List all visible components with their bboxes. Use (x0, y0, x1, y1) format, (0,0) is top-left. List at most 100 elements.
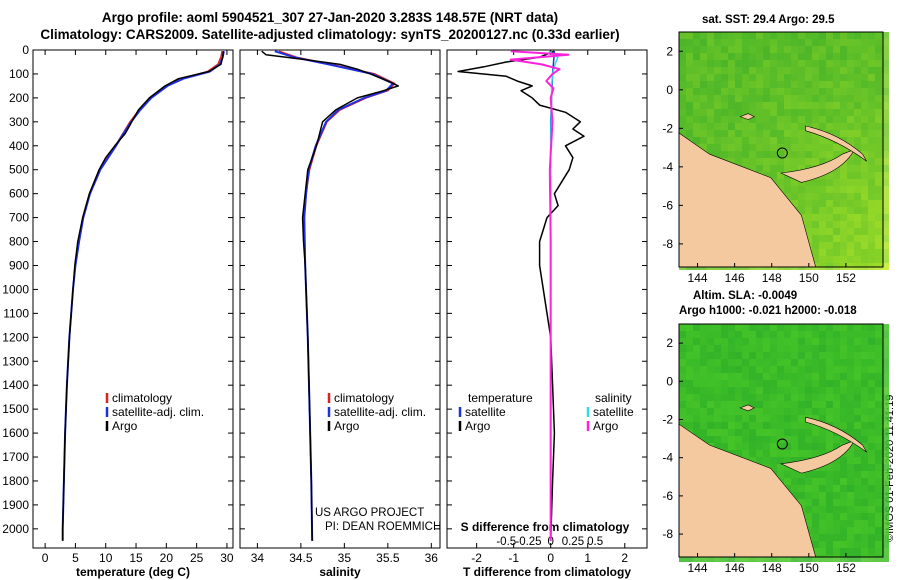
map-cell (840, 492, 847, 499)
map-cell (875, 214, 882, 221)
map-cell (707, 366, 714, 373)
map-cell (686, 88, 693, 95)
map-cell (728, 366, 735, 373)
map-cell (875, 221, 882, 228)
map-cell (847, 534, 854, 541)
map-cell (847, 548, 854, 555)
map-cell (770, 464, 777, 471)
map-cell (840, 179, 847, 186)
map-cell (833, 130, 840, 137)
map-cell (861, 499, 868, 506)
map-cell (875, 450, 882, 457)
map-cell (805, 151, 812, 158)
map-cell (728, 46, 735, 53)
map-cell (868, 256, 875, 263)
map-cell (833, 373, 840, 380)
map-cell (791, 151, 798, 158)
map-cell (728, 436, 735, 443)
map-cell (735, 380, 742, 387)
map-cell (700, 436, 707, 443)
map-cell (770, 109, 777, 116)
map-cell (805, 39, 812, 46)
map-cell (784, 380, 791, 387)
map-cell (833, 541, 840, 548)
map-cell (735, 415, 742, 422)
map-cell (742, 359, 749, 366)
depth-tick-label: 200 (9, 91, 29, 105)
map-cell (693, 380, 700, 387)
map-cell (882, 228, 889, 235)
map-cell (784, 158, 791, 165)
map-cell (805, 366, 812, 373)
map-cell (784, 32, 791, 39)
map-cell (861, 88, 868, 95)
map-cell (756, 450, 763, 457)
diff-legend-temp-label: Argo (465, 419, 491, 433)
map-cell (756, 32, 763, 39)
map-cell (854, 415, 861, 422)
map-cell (861, 387, 868, 394)
map-cell (812, 345, 819, 352)
map-cell (812, 324, 819, 331)
map-cell (861, 541, 868, 548)
map-cell (749, 74, 756, 81)
map-cell (840, 345, 847, 352)
map-cell (847, 256, 854, 263)
map-cell (875, 485, 882, 492)
map-cell (875, 179, 882, 186)
map-cell (868, 534, 875, 541)
map-cell (700, 39, 707, 46)
map-cell (742, 109, 749, 116)
depth-tick-label: 1000 (2, 282, 29, 296)
map-cell (770, 401, 777, 408)
map-cell (735, 67, 742, 74)
map-cell (812, 214, 819, 221)
map-cell (742, 81, 749, 88)
map-cell (686, 53, 693, 60)
map-cell (854, 541, 861, 548)
map-cell (833, 193, 840, 200)
map-cell (812, 520, 819, 527)
map-cell (784, 67, 791, 74)
map-cell (840, 221, 847, 228)
map-cell (861, 144, 868, 151)
map-cell (875, 534, 882, 541)
map-cell (798, 499, 805, 506)
map-cell (756, 380, 763, 387)
map-cell (742, 102, 749, 109)
map-cell (819, 221, 826, 228)
map-cell (700, 109, 707, 116)
map-cell (861, 242, 868, 249)
map-cell (686, 324, 693, 331)
map-cell (826, 555, 833, 562)
map-cell (812, 471, 819, 478)
map-cell (882, 200, 889, 207)
map-cell (819, 186, 826, 193)
map-cell (742, 67, 749, 74)
map-cell (826, 60, 833, 67)
map-cell (763, 422, 770, 429)
map-cell (798, 81, 805, 88)
map-cell (742, 60, 749, 67)
map-cell (791, 394, 798, 401)
map-cell (763, 457, 770, 464)
map-cell (819, 88, 826, 95)
map-cell (833, 102, 840, 109)
map-cell (882, 527, 889, 534)
map-cell (742, 387, 749, 394)
map-cell (847, 471, 854, 478)
map-cell (721, 338, 728, 345)
map-cell (875, 324, 882, 331)
map-cell (826, 235, 833, 242)
map-cell (847, 394, 854, 401)
map-cell (784, 394, 791, 401)
map-cell (854, 345, 861, 352)
map-lat-label: -4 (662, 451, 673, 465)
map-cell (770, 429, 777, 436)
map-cell (854, 506, 861, 513)
map-cell (707, 32, 714, 39)
map-cell (742, 373, 749, 380)
map-cell (763, 555, 770, 562)
map-cell (854, 158, 861, 165)
map-cell (840, 401, 847, 408)
